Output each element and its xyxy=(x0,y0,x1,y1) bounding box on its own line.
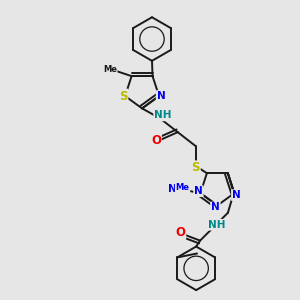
Text: NH: NH xyxy=(154,110,172,120)
Text: NH: NH xyxy=(208,220,226,230)
Text: N: N xyxy=(194,186,203,196)
Text: Me: Me xyxy=(103,65,117,74)
Text: N: N xyxy=(232,190,241,200)
Text: N: N xyxy=(157,91,165,101)
Text: Me: Me xyxy=(176,183,190,192)
Text: S: S xyxy=(119,90,128,103)
Text: N: N xyxy=(168,184,177,194)
Text: O: O xyxy=(175,226,185,239)
Text: S: S xyxy=(191,161,200,174)
Text: N: N xyxy=(211,202,220,212)
Text: O: O xyxy=(151,134,161,147)
